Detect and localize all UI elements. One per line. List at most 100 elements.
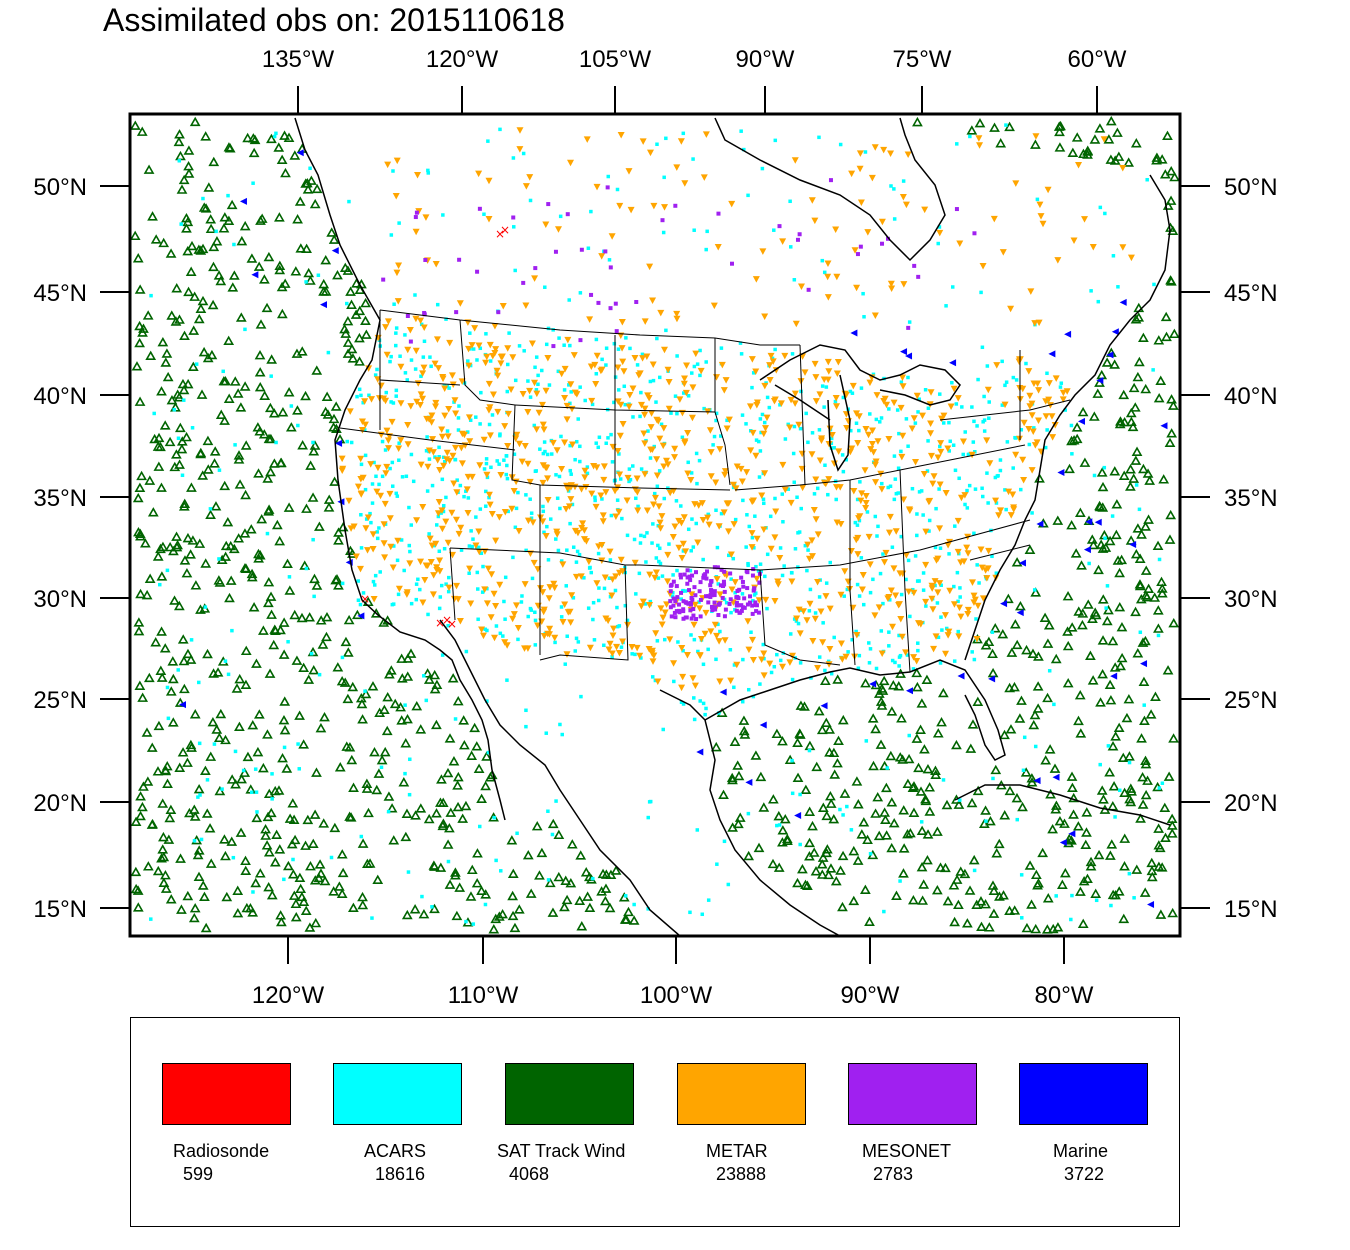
acars-marker — [578, 444, 582, 449]
metar-marker — [593, 580, 601, 587]
sat-track-wind-marker — [298, 896, 310, 907]
sat-track-wind-marker — [974, 117, 986, 128]
acars-marker — [790, 791, 795, 796]
sat-track-wind-marker — [251, 658, 262, 668]
metar-marker — [760, 430, 768, 438]
marine-marker — [179, 701, 187, 709]
metar-marker — [814, 531, 822, 538]
sat-track-wind-marker — [253, 261, 265, 271]
acars-marker — [254, 790, 259, 794]
metar-marker — [856, 150, 864, 157]
metar-marker — [1119, 244, 1127, 251]
metar-marker — [776, 555, 784, 562]
sat-track-wind-marker — [1106, 839, 1118, 849]
metar-marker — [567, 496, 575, 503]
acars-marker — [761, 497, 766, 502]
metar-marker — [927, 430, 935, 437]
acars-marker — [464, 649, 469, 654]
metar-marker — [648, 410, 656, 417]
sat-track-wind-marker — [727, 774, 738, 785]
acars-marker — [1004, 507, 1008, 512]
mesonet-marker — [716, 211, 721, 216]
acars-marker — [857, 428, 861, 433]
mesonet-marker — [797, 232, 802, 237]
acars-marker — [368, 511, 372, 516]
sat-track-wind-marker — [225, 540, 237, 551]
sat-track-wind-marker — [418, 909, 430, 919]
sat-track-wind-marker — [263, 433, 275, 444]
acars-marker — [377, 482, 381, 487]
acars-marker — [502, 458, 506, 462]
acars-marker — [1004, 380, 1009, 384]
acars-marker — [789, 245, 793, 249]
sat-track-wind-marker — [1116, 652, 1128, 663]
sat-track-wind-marker — [1137, 799, 1149, 809]
acars-marker — [662, 175, 666, 180]
sat-track-wind-marker — [240, 855, 251, 866]
metar-marker — [616, 432, 624, 440]
acars-marker — [1103, 211, 1107, 216]
bottom-lon-label: 80°W — [1035, 982, 1094, 1009]
metar-marker — [641, 318, 649, 325]
acars-marker — [606, 436, 610, 440]
acars-marker — [982, 394, 986, 399]
acars-marker — [430, 483, 435, 488]
metar-marker — [696, 605, 704, 612]
acars-marker — [919, 820, 924, 824]
acars-marker — [921, 513, 925, 517]
acars-marker — [220, 787, 224, 791]
metar-marker — [647, 446, 655, 454]
acars-marker — [688, 568, 693, 573]
acars-marker — [158, 582, 162, 587]
acars-marker — [808, 587, 813, 592]
acars-marker — [893, 477, 898, 481]
sat-track-wind-marker — [247, 719, 259, 730]
sat-track-wind-marker — [294, 710, 305, 720]
mesonet-marker — [675, 595, 680, 600]
acars-marker — [447, 575, 451, 580]
sat-track-wind-marker — [303, 674, 315, 684]
acars-marker — [672, 679, 676, 684]
lat-label-right: 20°N — [1224, 790, 1278, 817]
acars-marker — [610, 655, 614, 659]
acars-marker — [705, 229, 709, 234]
acars-marker — [1098, 205, 1103, 210]
sat-track-wind-marker — [188, 912, 200, 923]
sat-track-wind-marker — [232, 907, 244, 918]
metar-marker — [553, 531, 561, 538]
acars-marker — [326, 350, 331, 355]
sat-track-wind-marker — [575, 850, 587, 860]
lat-label-left: 40°N — [33, 383, 87, 410]
sat-track-wind-marker — [1054, 815, 1066, 826]
metar-marker — [464, 509, 472, 517]
acars-marker — [593, 498, 597, 503]
acars-marker — [639, 467, 644, 471]
sat-track-wind-marker — [1130, 606, 1141, 617]
acars-marker — [565, 634, 569, 638]
acars-marker — [470, 544, 474, 549]
acars-marker — [487, 495, 491, 500]
sat-track-wind-marker — [283, 387, 295, 397]
metar-marker — [526, 387, 534, 395]
sat-track-wind-marker — [185, 549, 196, 559]
acars-marker — [441, 455, 446, 460]
sat-track-wind-marker — [547, 907, 559, 917]
sat-track-wind-marker — [743, 850, 755, 861]
acars-marker — [476, 587, 480, 591]
sat-track-wind-marker — [1034, 473, 1045, 483]
metar-marker — [478, 626, 486, 634]
metar-marker — [524, 409, 532, 416]
metar-marker — [570, 352, 578, 359]
sat-track-wind-marker — [1071, 422, 1083, 432]
sat-track-wind-marker — [792, 772, 804, 782]
acars-marker — [767, 405, 772, 410]
metar-marker — [968, 579, 976, 586]
sat-track-wind-marker — [277, 407, 289, 417]
acars-marker — [938, 546, 943, 550]
metar-marker — [639, 355, 647, 362]
mesonet-marker — [682, 572, 687, 577]
sat-track-wind-marker — [777, 825, 789, 835]
metar-marker — [490, 590, 498, 598]
mesonet-marker — [408, 339, 413, 344]
marine-marker — [1068, 830, 1076, 838]
